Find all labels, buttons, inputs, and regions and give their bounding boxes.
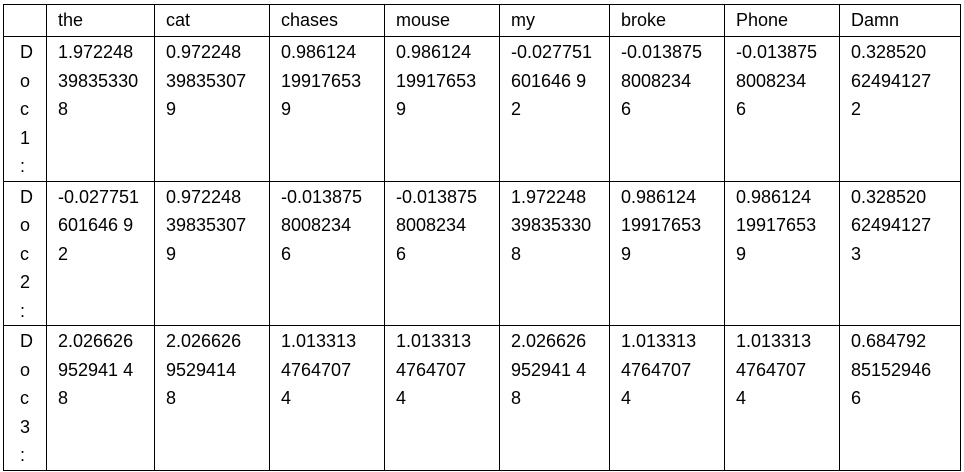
table-cell: 0.68479285152946 6 [839, 325, 961, 471]
column-header: chases [269, 4, 385, 37]
table-cell: 0.97224839835307 9 [154, 36, 270, 182]
cell-value: 2.026626952941 48 [511, 331, 587, 408]
table-cell: 0.97224839835307 9 [154, 180, 270, 326]
table-cell: 2.026626952941 48 [46, 325, 155, 471]
cell-value: 1.0133134764707 4 [736, 331, 812, 408]
cell-value: 0.32852062494127 2 [851, 42, 932, 119]
cell-value: -0.0138758008234 6 [396, 186, 478, 264]
table-cell: 0.98612419917653 9 [724, 180, 840, 326]
cell-value: 0.68479285152946 6 [851, 331, 932, 408]
table-cell: 1.0133134764707 4 [724, 325, 840, 471]
row-label-text: Doc2: [20, 186, 33, 321]
row-label: Doc2: [3, 180, 47, 326]
table-cell: 1.0133134764707 4 [384, 325, 500, 471]
table-row: Doc2: -0.027751601646 92 0.9722483983530… [3, 180, 961, 326]
table-cell: 0.98612419917653 9 [609, 180, 725, 326]
table-cell: 1.972248398353308 [499, 180, 610, 326]
column-header: the [46, 4, 155, 37]
row-label: Doc1: [3, 36, 47, 182]
cell-value: 1.972248398353308 [511, 186, 592, 264]
table-row: Doc1: 1.972248398353308 0.97224839835307… [3, 36, 961, 182]
table-cell: -0.0138758008234 6 [269, 180, 385, 326]
table-cell: -0.0138758008234 6 [384, 180, 500, 326]
cell-value: -0.0138758008234 6 [621, 42, 703, 119]
table-cell: 1.0133134764707 4 [609, 325, 725, 471]
header-row: the cat chases mouse my broke Phone Damn [3, 4, 961, 37]
column-header: Damn [839, 4, 961, 37]
table-cell: -0.027751601646 92 [499, 36, 610, 182]
table-row: Doc3: 2.026626952941 48 2.0266269529414 … [3, 325, 961, 471]
table-cell: -0.0138758008234 6 [724, 36, 840, 182]
row-label-text: Doc3: [20, 331, 33, 465]
table-cell: 1.972248398353308 [46, 36, 155, 182]
table-cell: 2.0266269529414 8 [154, 325, 270, 471]
cell-value: -0.027751601646 92 [58, 186, 140, 264]
table-cell: 2.026626952941 48 [499, 325, 610, 471]
cell-value: 0.97224839835307 9 [166, 186, 247, 264]
column-header: broke [609, 4, 725, 37]
cell-value: 0.98612419917653 9 [281, 42, 362, 119]
cell-value: 0.98612419917653 9 [621, 186, 702, 264]
cell-value: 2.0266269529414 8 [166, 331, 242, 408]
cell-value: -0.027751601646 92 [511, 42, 593, 119]
cell-value: 2.026626952941 48 [58, 331, 134, 408]
table-cell: 0.32852062494127 2 [839, 36, 961, 182]
cell-value: 0.98612419917653 9 [396, 42, 477, 119]
column-header: cat [154, 4, 270, 37]
cell-value: -0.0138758008234 6 [736, 42, 818, 119]
cell-value: -0.0138758008234 6 [281, 186, 363, 264]
cell-value: 1.972248398353308 [58, 42, 139, 119]
cell-value: 0.98612419917653 9 [736, 186, 817, 264]
cell-value: 0.32852062494127 3 [851, 186, 932, 264]
column-header: Phone [724, 4, 840, 37]
table-cell: 0.98612419917653 9 [384, 36, 500, 182]
column-header: my [499, 4, 610, 37]
table-cell: 1.0133134764707 4 [269, 325, 385, 471]
column-header: mouse [384, 4, 500, 37]
table-cell: -0.0138758008234 6 [609, 36, 725, 182]
table-cell: 0.98612419917653 9 [269, 36, 385, 182]
row-label-text: Doc1: [20, 42, 33, 176]
cell-value: 1.0133134764707 4 [281, 331, 357, 408]
table-cell: -0.027751601646 92 [46, 180, 155, 326]
row-label: Doc3: [3, 325, 47, 471]
corner-cell [3, 4, 47, 37]
cell-value: 1.0133134764707 4 [396, 331, 472, 408]
cell-value: 0.97224839835307 9 [166, 42, 247, 119]
table-cell: 0.32852062494127 3 [839, 180, 961, 326]
cell-value: 1.0133134764707 4 [621, 331, 697, 408]
data-table: the cat chases mouse my broke Phone Damn… [3, 4, 961, 471]
